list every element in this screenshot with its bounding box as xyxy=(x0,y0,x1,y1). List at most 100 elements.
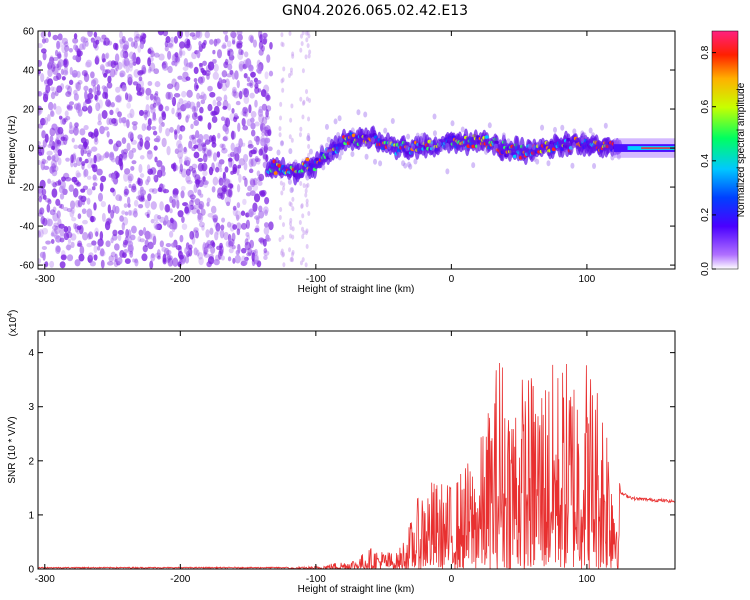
spectral-point xyxy=(87,233,91,240)
spectral-point xyxy=(65,244,72,251)
x-tick-label: 0 xyxy=(449,274,455,285)
spectral-point xyxy=(83,125,89,131)
spectral-point xyxy=(124,258,131,264)
spectral-point xyxy=(73,126,79,136)
spectral-point xyxy=(123,249,129,254)
spectral-point xyxy=(231,245,236,250)
spectral-point xyxy=(52,86,57,96)
spectral-point xyxy=(117,257,123,265)
colorbar-ticks: 0.0 0.2 0.4 0.6 0.8 xyxy=(700,45,716,276)
spectral-point xyxy=(173,35,178,44)
spectral-point xyxy=(437,140,442,147)
spectral-point xyxy=(222,171,226,180)
spectral-point xyxy=(163,187,167,194)
spectral-point xyxy=(193,82,199,92)
spectral-point xyxy=(122,50,129,59)
spectral-point xyxy=(93,245,98,254)
spectral-point xyxy=(255,135,260,146)
spectral-point xyxy=(298,220,302,226)
spectral-point xyxy=(299,180,303,186)
spectral-point xyxy=(237,122,241,133)
spectral-point xyxy=(49,127,56,137)
spectral-point xyxy=(197,115,203,121)
spectral-point xyxy=(299,47,303,53)
spectral-point xyxy=(109,68,116,78)
spectral-point xyxy=(82,41,86,50)
spectral-point xyxy=(153,68,160,75)
spectral-point xyxy=(64,50,69,58)
spectral-point xyxy=(96,245,101,251)
spectral-point xyxy=(260,121,264,127)
spectral-point xyxy=(44,117,49,126)
spectral-point xyxy=(114,67,118,76)
spectral-point xyxy=(307,144,311,150)
spectral-point xyxy=(540,124,545,131)
spectral-point xyxy=(158,183,164,193)
spectral-point xyxy=(248,208,254,218)
spectral-point xyxy=(221,70,228,78)
spectral-point xyxy=(501,132,506,139)
spectral-point xyxy=(87,105,93,114)
spectral-point xyxy=(127,173,134,182)
spectral-point xyxy=(494,140,499,145)
spectral-point xyxy=(206,261,212,268)
spectral-point xyxy=(47,199,52,205)
spectral-point xyxy=(202,153,208,163)
spectral-point xyxy=(420,139,425,146)
spectral-point xyxy=(174,130,178,140)
spectral-point xyxy=(154,156,158,163)
spectral-point xyxy=(173,221,178,230)
spectral-point xyxy=(153,174,159,183)
spectral-point xyxy=(42,159,49,164)
y-tick-label: 20 xyxy=(23,105,35,116)
spectral-point xyxy=(531,143,536,150)
spectral-point xyxy=(231,130,235,140)
spectral-point xyxy=(378,160,383,167)
spectral-point xyxy=(157,169,163,178)
spectral-point xyxy=(184,43,191,49)
spectral-point xyxy=(116,61,123,70)
spectral-point xyxy=(191,207,198,215)
spectral-point xyxy=(203,39,207,46)
spectral-point xyxy=(279,140,284,147)
spectral-point xyxy=(236,166,240,176)
spectral-point xyxy=(157,162,163,170)
spectral-point xyxy=(254,99,258,108)
spectrogram-ticks: -300 -200 -100 0 100 60 40 20 0 -20 -40 -60 xyxy=(20,27,675,285)
spectral-point xyxy=(304,230,308,236)
spectral-point xyxy=(193,151,200,159)
spectral-point xyxy=(73,44,78,51)
spectral-point xyxy=(39,179,46,189)
spectral-point xyxy=(77,80,83,85)
spectral-point xyxy=(236,243,241,250)
spectral-point xyxy=(215,166,220,173)
spectral-point xyxy=(115,140,122,148)
spectral-point xyxy=(405,145,410,152)
spectral-point xyxy=(87,149,93,154)
spectral-point xyxy=(560,124,565,131)
spectral-point xyxy=(191,134,196,140)
spectral-point xyxy=(67,85,72,95)
spectral-point xyxy=(104,221,111,231)
spectral-point xyxy=(258,210,265,219)
y-tick-label: 0 xyxy=(28,565,34,576)
spectral-point xyxy=(89,260,96,267)
colorbar-tick-label: 0.8 xyxy=(700,45,711,59)
spectral-point xyxy=(41,38,46,44)
spectral-point xyxy=(181,223,188,231)
spectral-point xyxy=(238,90,243,100)
spectral-point xyxy=(196,92,201,100)
spectral-point xyxy=(52,225,59,231)
spectral-point xyxy=(47,178,51,184)
spectral-point xyxy=(119,70,126,78)
spectral-point xyxy=(304,262,308,268)
spectral-point xyxy=(127,37,134,42)
x-tick-label: -200 xyxy=(170,574,190,585)
spectral-point xyxy=(60,136,66,142)
spectral-point xyxy=(580,137,585,144)
spectral-point xyxy=(128,209,132,216)
spectral-point xyxy=(120,149,125,155)
spectral-point xyxy=(212,217,218,223)
spectral-point xyxy=(153,52,160,58)
spectral-point xyxy=(328,148,333,155)
